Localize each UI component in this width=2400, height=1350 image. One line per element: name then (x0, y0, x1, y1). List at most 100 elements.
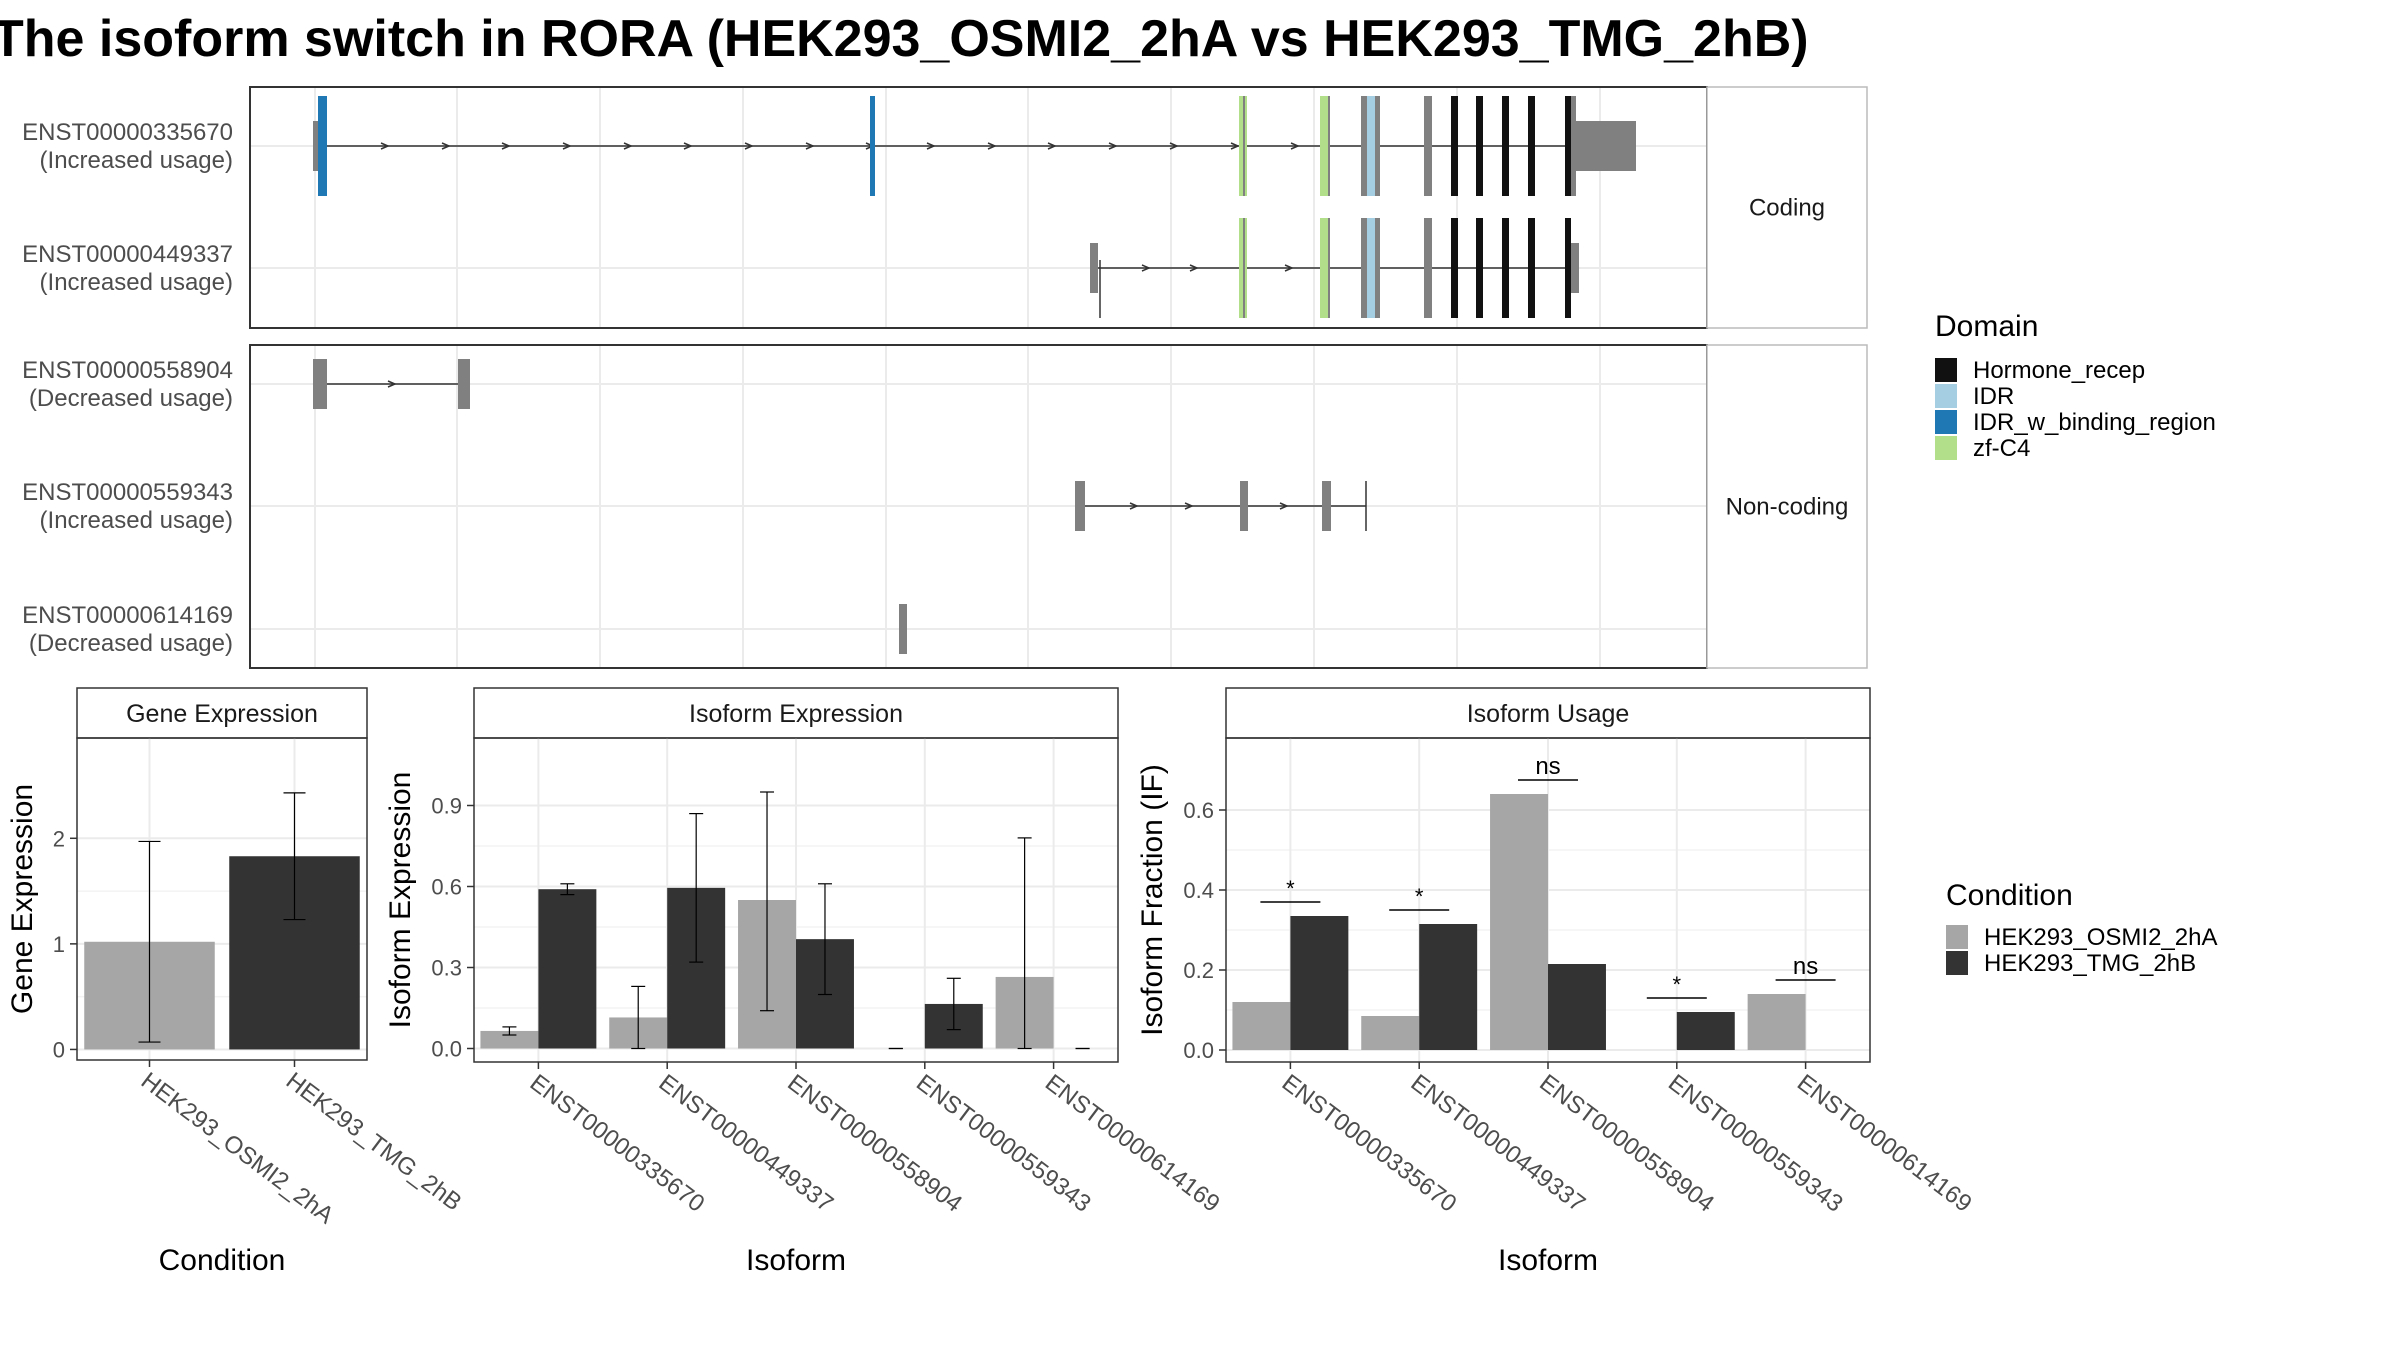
significance-label: * (1286, 876, 1295, 901)
exon (1243, 96, 1245, 196)
condition-legend-swatch (1946, 951, 1968, 975)
exon (458, 359, 470, 409)
facet-noncoding-strip (1706, 344, 1868, 669)
intron-direction-arrow (1047, 142, 1057, 150)
intron-direction-arrow (1108, 142, 1118, 150)
exon (1328, 96, 1330, 196)
domain-hormone-recep (1476, 218, 1483, 318)
intron-direction-arrow (1284, 264, 1294, 272)
exon (1322, 481, 1331, 531)
bar (538, 889, 597, 1049)
exon (1361, 218, 1367, 318)
y-tick-label: 0.2 (1183, 958, 1214, 983)
exon (313, 121, 320, 171)
domain-legend-title: Domain (1935, 310, 2038, 343)
intron-direction-arrow (987, 142, 997, 150)
exon (899, 604, 907, 654)
bar (1361, 1016, 1420, 1050)
transcript-id-label: ENST00000558904 (22, 357, 233, 384)
intron-direction-arrow (441, 142, 451, 150)
domain-legend-label: zf-C4 (1973, 435, 2030, 462)
condition-legend-swatch (1946, 925, 1968, 949)
y-axis-title: Isoform Fraction (IF) (1136, 764, 1169, 1036)
transcript-usage-label: (Decreased usage) (29, 630, 233, 657)
x-axis-title: Isoform (746, 1244, 846, 1277)
transcript-usage-label: (Increased usage) (40, 269, 233, 296)
exon (313, 359, 327, 409)
panel-title: Gene Expression (126, 700, 318, 728)
transcript-structure-panel: CodingNon-codingENST00000335670(Increase… (22, 86, 1868, 669)
exon (1375, 218, 1380, 318)
transcript-usage-label: (Increased usage) (40, 507, 233, 534)
domain-hormone-recep (1565, 218, 1571, 318)
y-axis-title: Gene Expression (6, 784, 39, 1014)
domain-idr (1367, 96, 1375, 196)
condition-legend-label: HEK293_OSMI2_2hA (1984, 924, 2217, 951)
facet-coding-strip-label: Coding (1749, 195, 1825, 222)
domain-legend-swatch (1935, 410, 1957, 434)
bar (1232, 1002, 1291, 1050)
intron-direction-arrow (926, 142, 936, 150)
y-tick-label: 0.6 (431, 875, 462, 900)
facet-noncoding-strip-label: Non-coding (1726, 494, 1849, 521)
intron-direction-arrow (501, 142, 511, 150)
exon (1375, 96, 1380, 196)
exon (1075, 481, 1085, 531)
y-tick-label: 0.0 (1183, 1038, 1214, 1063)
y-tick-label: 1 (53, 932, 65, 957)
significance-label: ns (1535, 753, 1560, 780)
domain-hormone-recep (1528, 218, 1535, 318)
domain-legend-swatch (1935, 384, 1957, 408)
domain-zf-c4 (1320, 218, 1329, 318)
domain-idr-binding (870, 96, 875, 196)
domain-idr-binding (318, 96, 327, 196)
intron-direction-arrow (623, 142, 633, 150)
significance-label: * (1673, 972, 1682, 997)
domain-legend-label: IDR_w_binding_region (1973, 409, 2216, 436)
bar (1747, 994, 1806, 1050)
domain-hormone-recep (1451, 218, 1458, 318)
exon (1361, 96, 1367, 196)
bar (1419, 924, 1478, 1050)
bar (1290, 916, 1349, 1050)
facet-coding-strip (1706, 86, 1868, 329)
domain-legend-swatch (1935, 358, 1957, 382)
exon (1328, 218, 1330, 318)
exon (1240, 481, 1248, 531)
domain-legend-label: IDR (1973, 383, 2014, 410)
bar-charts: Gene Expression012HEK293_OSMI2_2hAHEK293… (6, 687, 1977, 1277)
intron-direction-arrow (1184, 502, 1194, 510)
intron-direction-arrow (1169, 142, 1179, 150)
facet-coding-background (250, 87, 1707, 328)
intron-direction-arrow (387, 380, 397, 388)
y-tick-label: 0.9 (431, 794, 462, 819)
figure-title: The isoform switch in RORA (HEK293_OSMI2… (0, 10, 1809, 68)
exon (1424, 218, 1432, 318)
domain-hormone-recep (1502, 218, 1509, 318)
transcript-id-label: ENST00000335670 (22, 119, 233, 146)
domain-idr (1367, 218, 1375, 318)
domain-legend-label: Hormone_recep (1973, 357, 2145, 384)
panel-strip (473, 687, 1119, 739)
exon-utr (1576, 121, 1636, 171)
panel-border (76, 737, 368, 1061)
exon (1571, 96, 1576, 196)
exon (1090, 243, 1098, 293)
intron-direction-arrow (683, 142, 693, 150)
domain-legend-swatch (1935, 436, 1957, 460)
intron-direction-arrow (1230, 142, 1240, 150)
intron-direction-arrow (1141, 264, 1151, 272)
transcript-usage-label: (Increased usage) (40, 147, 233, 174)
intron-direction-arrow (1279, 502, 1289, 510)
intron-direction-arrow (1189, 264, 1199, 272)
transcript-id-label: ENST00000449337 (22, 241, 233, 268)
x-axis-title: Condition (159, 1244, 286, 1277)
y-axis-title: Isoform Expression (384, 772, 417, 1029)
exon (1424, 96, 1432, 196)
domain-hormone-recep (1528, 96, 1535, 196)
exon (1243, 218, 1245, 318)
exon (1571, 243, 1579, 293)
transcript-id-label: ENST00000614169 (22, 602, 233, 629)
significance-label: ns (1793, 953, 1818, 980)
intron-direction-arrow (1129, 502, 1139, 510)
